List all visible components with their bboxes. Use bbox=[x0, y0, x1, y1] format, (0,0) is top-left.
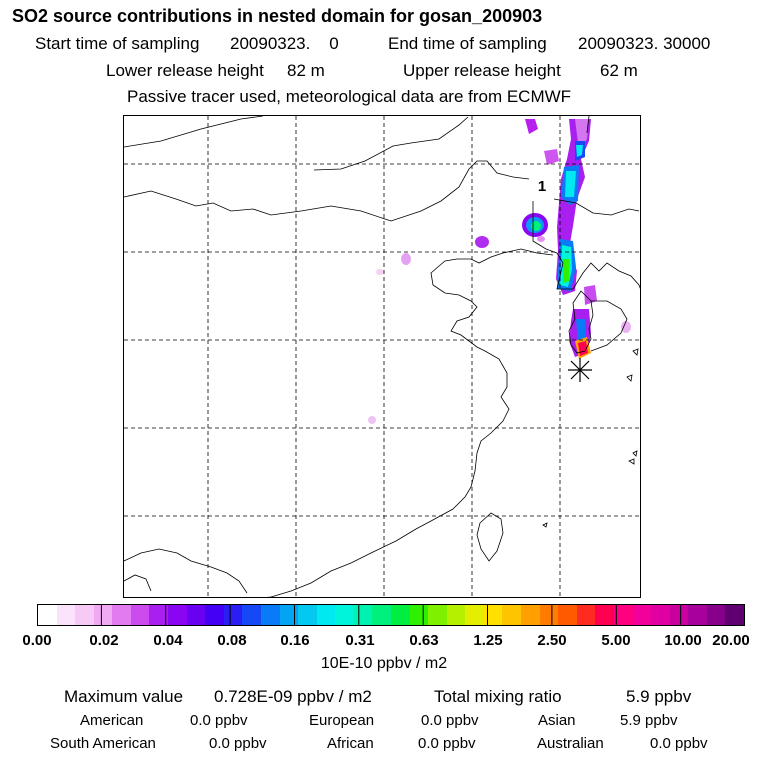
colorbar-swatch bbox=[725, 605, 744, 625]
colorbar-tick: 20.00 bbox=[712, 632, 750, 649]
colorbar-tick: 10.00 bbox=[664, 632, 702, 649]
colorbar-swatch bbox=[465, 605, 484, 625]
region-name: Asian bbox=[538, 712, 576, 729]
region-value: 0.0 ppbv bbox=[650, 735, 708, 752]
contour-label: 1 bbox=[538, 178, 546, 195]
colorbar bbox=[37, 604, 745, 626]
colorbar-tick: 0.63 bbox=[409, 632, 439, 649]
receptor-star-icon bbox=[568, 358, 592, 382]
region-name: Australian bbox=[537, 735, 604, 752]
colorbar-swatch bbox=[298, 605, 317, 625]
end-time-label: End time of sampling bbox=[388, 34, 547, 53]
colorbar-swatch bbox=[75, 605, 94, 625]
region-name: European bbox=[309, 712, 375, 729]
map-panel: 1 bbox=[123, 115, 641, 598]
colorbar-swatch bbox=[502, 605, 522, 625]
plot-title: SO2 source contributions in nested domai… bbox=[12, 6, 543, 26]
colorbar-tick: 5.00 bbox=[601, 632, 631, 649]
region-value: 5.9 ppbv bbox=[620, 712, 678, 729]
region-name: African bbox=[327, 735, 374, 752]
colorbar-swatch bbox=[688, 605, 707, 625]
colorbar-swatch bbox=[56, 605, 76, 625]
colorbar-swatch bbox=[390, 605, 410, 625]
colorbar-tick: 0.08 bbox=[217, 632, 247, 649]
upper-release-value: 62 m bbox=[600, 61, 638, 80]
colorbar-swatch bbox=[539, 605, 559, 625]
colorbar-swatch bbox=[130, 605, 150, 625]
colorbar-swatch bbox=[446, 605, 466, 625]
max-value-label: Maximum value bbox=[64, 687, 184, 706]
lat-lon-grid bbox=[124, 116, 640, 597]
colorbar-swatch bbox=[38, 605, 57, 625]
colorbar-swatch bbox=[260, 605, 280, 625]
lower-release-value: 82 m bbox=[287, 61, 325, 80]
region-value: 0.0 ppbv bbox=[209, 735, 267, 752]
concentration-field bbox=[368, 119, 631, 424]
colorbar-swatch bbox=[335, 605, 354, 625]
colorbar-tick: 0.31 bbox=[345, 632, 375, 649]
tracer-note: Passive tracer used, meteorological data… bbox=[127, 87, 572, 106]
colorbar-swatch bbox=[242, 605, 261, 625]
colorbar-swatch bbox=[613, 605, 633, 625]
colorbar-swatch bbox=[279, 605, 299, 625]
colorbar-tick: 0.04 bbox=[153, 632, 183, 649]
map-svg: 1 bbox=[124, 116, 640, 597]
region-name: South American bbox=[50, 735, 156, 752]
colorbar-units: 10E-10 ppbv / m2 bbox=[320, 655, 448, 672]
region-value: 0.0 ppbv bbox=[421, 712, 479, 729]
lower-release-label: Lower release height bbox=[106, 61, 264, 80]
start-time-value: 20090323. 0 bbox=[230, 34, 339, 53]
end-time-value: 20090323. 30000 bbox=[578, 34, 711, 53]
colorbar-tick: 0.16 bbox=[280, 632, 310, 649]
colorbar-tick: 2.50 bbox=[537, 632, 567, 649]
colorbar-tick: 1.25 bbox=[473, 632, 503, 649]
colorbar-swatch bbox=[483, 605, 503, 625]
colorbar-swatch bbox=[669, 605, 689, 625]
region-name: American bbox=[80, 712, 144, 729]
colorbar-dividers bbox=[100, 604, 682, 626]
colorbar-tick: 0.00 bbox=[22, 632, 52, 649]
colorbar-swatch bbox=[93, 605, 113, 625]
coastlines bbox=[124, 116, 640, 597]
colorbar-swatch bbox=[186, 605, 206, 625]
colorbar-tick: 0.02 bbox=[89, 632, 119, 649]
max-value: 0.728E-09 ppbv / m2 bbox=[214, 687, 372, 706]
colorbar-swatch bbox=[372, 605, 391, 625]
region-value: 0.0 ppbv bbox=[418, 735, 476, 752]
colorbar-swatch bbox=[112, 605, 131, 625]
start-time-label: Start time of sampling bbox=[35, 34, 200, 53]
colorbar-swatch bbox=[428, 605, 447, 625]
colorbar-swatch bbox=[576, 605, 596, 625]
region-value: 0.0 ppbv bbox=[190, 712, 248, 729]
total-mixing-label: Total mixing ratio bbox=[434, 687, 562, 706]
total-mixing-value: 5.9 ppbv bbox=[626, 687, 692, 706]
colorbar-swatch bbox=[149, 605, 169, 625]
colorbar-swatch bbox=[706, 605, 726, 625]
colorbar-swatch bbox=[223, 605, 243, 625]
colorbar-swatch bbox=[651, 605, 670, 625]
colorbar-swatch bbox=[168, 605, 187, 625]
colorbar-swatch bbox=[558, 605, 577, 625]
colorbar-swatch bbox=[521, 605, 540, 625]
colorbar-swatch bbox=[205, 605, 224, 625]
colorbar-swatch bbox=[595, 605, 614, 625]
upper-release-label: Upper release height bbox=[403, 61, 561, 80]
colorbar-swatch bbox=[632, 605, 652, 625]
colorbar-swatch bbox=[316, 605, 336, 625]
